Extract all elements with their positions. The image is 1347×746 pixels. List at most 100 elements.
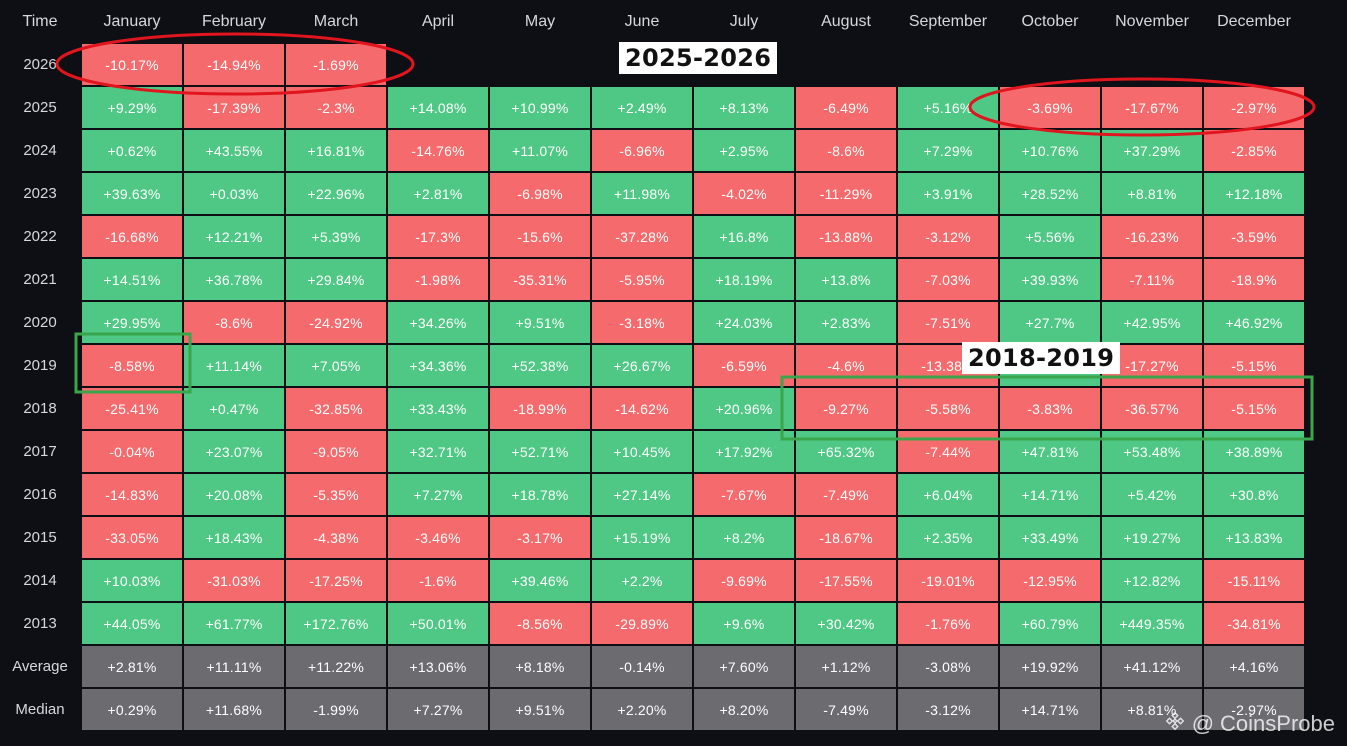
cell-average-march: +11.22% — [286, 646, 386, 687]
row-label-2020: 2020 — [23, 314, 57, 331]
cell-2019-january: -8.58% — [82, 345, 182, 386]
cell-2025-april: +14.08% — [388, 87, 488, 128]
cell-2020-february: -8.6% — [184, 302, 284, 343]
cell-2017-february: +23.07% — [184, 431, 284, 472]
cell-median-february: +11.68% — [184, 689, 284, 730]
cell-2024-october: +10.76% — [1000, 130, 1100, 171]
cell-2013-february: +61.77% — [184, 603, 284, 644]
month-header-february: February — [201, 12, 267, 30]
cell-2021-october: +39.93% — [1000, 259, 1100, 300]
cell-median-november: +8.81% — [1102, 689, 1202, 730]
cell-average-january: +2.81% — [82, 646, 182, 687]
cell-2021-april: -1.98% — [388, 259, 488, 300]
cell-2023-january: +39.63% — [82, 173, 182, 214]
cell-median-october: +14.71% — [1000, 689, 1100, 730]
cell-2024-august: -8.6% — [796, 130, 896, 171]
cell-2015-august: -18.67% — [796, 517, 896, 558]
cell-2014-september: -19.01% — [898, 560, 998, 601]
cell-2024-december: -2.85% — [1204, 130, 1304, 171]
cell-2024-january: +0.62% — [82, 130, 182, 171]
row-label-2017: 2017 — [23, 443, 57, 460]
cell-2016-october: +14.71% — [1000, 474, 1100, 515]
cell-2020-november: +42.95% — [1102, 302, 1202, 343]
cell-2018-april: +33.43% — [388, 388, 488, 429]
cell-2013-january: +44.05% — [82, 603, 182, 644]
month-header-november: November — [1115, 12, 1189, 30]
cell-average-december: +4.16% — [1204, 646, 1304, 687]
cell-2017-september: -7.44% — [898, 431, 998, 472]
cell-2021-january: +14.51% — [82, 259, 182, 300]
cell-median-may: +9.51% — [490, 689, 590, 730]
cell-2020-may: +9.51% — [490, 302, 590, 343]
cell-2014-february: -31.03% — [184, 560, 284, 601]
cell-average-november: +41.12% — [1102, 646, 1202, 687]
cell-median-august: -7.49% — [796, 689, 896, 730]
cell-median-september: -3.12% — [898, 689, 998, 730]
cell-2019-june: +26.67% — [592, 345, 692, 386]
cell-2020-july: +24.03% — [694, 302, 794, 343]
row-label-2019: 2019 — [23, 357, 57, 374]
cell-2021-november: -7.11% — [1102, 259, 1202, 300]
cell-2018-september: -5.58% — [898, 388, 998, 429]
cell-2024-april: -14.76% — [388, 130, 488, 171]
cell-2014-january: +10.03% — [82, 560, 182, 601]
cell-2014-june: +2.2% — [592, 560, 692, 601]
watermark: @ CoinsProbe — [1164, 710, 1335, 738]
cell-2016-march: -5.35% — [286, 474, 386, 515]
header-time: Time — [22, 12, 58, 30]
cell-2015-september: +2.35% — [898, 517, 998, 558]
watermark-text: CoinsProbe — [1220, 711, 1335, 736]
cell-2018-may: -18.99% — [490, 388, 590, 429]
row-label-median: Median — [15, 701, 65, 718]
cell-2022-january: -16.68% — [82, 216, 182, 257]
cell-2019-march: +7.05% — [286, 345, 386, 386]
cell-2017-may: +52.71% — [490, 431, 590, 472]
cell-2017-august: +65.32% — [796, 431, 896, 472]
cell-median-april: +7.27% — [388, 689, 488, 730]
cell-2018-february: +0.47% — [184, 388, 284, 429]
cell-2024-march: +16.81% — [286, 130, 386, 171]
cell-2024-june: -6.96% — [592, 130, 692, 171]
row-label-2013: 2013 — [23, 615, 57, 632]
cell-2018-july: +20.96% — [694, 388, 794, 429]
cell-2013-june: -29.89% — [592, 603, 692, 644]
cell-2015-october: +33.49% — [1000, 517, 1100, 558]
cell-2018-august: -9.27% — [796, 388, 896, 429]
cell-2024-september: +7.29% — [898, 130, 998, 171]
cell-2025-february: -17.39% — [184, 87, 284, 128]
cell-2023-august: -11.29% — [796, 173, 896, 214]
cell-2013-april: +50.01% — [388, 603, 488, 644]
month-header-january: January — [103, 12, 161, 30]
cell-2020-june: -3.18% — [592, 302, 692, 343]
cell-2022-june: -37.28% — [592, 216, 692, 257]
cell-2021-june: -5.95% — [592, 259, 692, 300]
cell-2017-november: +53.48% — [1102, 431, 1202, 472]
cell-2021-february: +36.78% — [184, 259, 284, 300]
cell-2016-june: +27.14% — [592, 474, 692, 515]
watermark-at: @ — [1191, 711, 1215, 736]
cell-2015-november: +19.27% — [1102, 517, 1202, 558]
cell-2022-august: -13.88% — [796, 216, 896, 257]
cell-2025-may: +10.99% — [490, 87, 590, 128]
cell-2019-april: +34.36% — [388, 345, 488, 386]
cell-2014-august: -17.55% — [796, 560, 896, 601]
cell-2013-october: +60.79% — [1000, 603, 1100, 644]
callout-2018-2019: 2018-2019 — [962, 342, 1121, 374]
cell-2017-june: +10.45% — [592, 431, 692, 472]
row-label-2021: 2021 — [23, 271, 57, 288]
binance-logo-icon — [1164, 710, 1186, 738]
cell-2023-october: +28.52% — [1000, 173, 1100, 214]
cell-2020-august: +2.83% — [796, 302, 896, 343]
cell-2024-july: +2.95% — [694, 130, 794, 171]
cell-2016-january: -14.83% — [82, 474, 182, 515]
cell-average-june: -0.14% — [592, 646, 692, 687]
cell-2021-july: +18.19% — [694, 259, 794, 300]
row-label-average: Average — [12, 658, 68, 675]
cell-2023-september: +3.91% — [898, 173, 998, 214]
cell-2020-april: +34.26% — [388, 302, 488, 343]
cell-median-july: +8.20% — [694, 689, 794, 730]
cell-average-april: +13.06% — [388, 646, 488, 687]
cell-2021-may: -35.31% — [490, 259, 590, 300]
cell-2013-march: +172.76% — [286, 603, 386, 644]
